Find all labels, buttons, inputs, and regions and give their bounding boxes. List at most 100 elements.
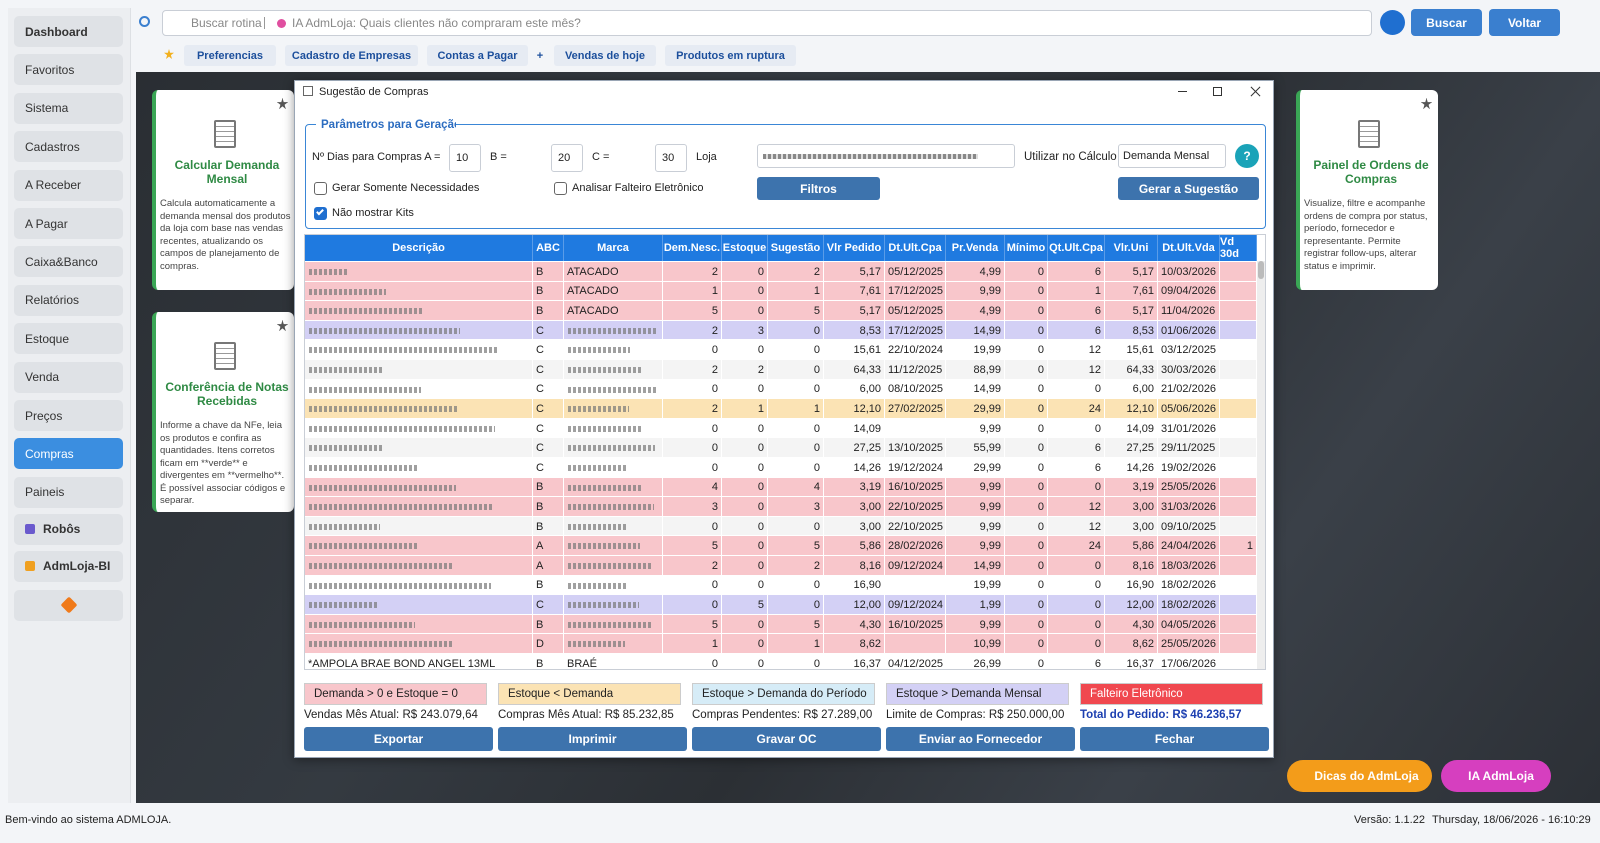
- days-input[interactable]: 20: [551, 144, 583, 172]
- redacted-text: [568, 445, 655, 452]
- sidebar-item[interactable]: A Pagar: [14, 208, 123, 239]
- column-header[interactable]: Qt.Ult.Cpa: [1048, 235, 1105, 261]
- sidebar-item[interactable]: Compras: [14, 438, 123, 470]
- days-input[interactable]: 10: [449, 144, 481, 172]
- action-button[interactable]: Gravar OC: [692, 727, 881, 751]
- sidebar-item[interactable]: [14, 590, 123, 621]
- checkbox[interactable]: [314, 207, 327, 220]
- sidebar-item[interactable]: Caixa&Banco: [14, 246, 123, 278]
- search-box[interactable]: Buscar rotina IA AdmLoja: Quais clientes …: [162, 10, 1372, 36]
- favorite-tab[interactable]: Cadastro de Empresas: [285, 45, 418, 66]
- table-cell: 1: [1220, 536, 1257, 556]
- sidebar-item[interactable]: Relatórios: [14, 284, 123, 316]
- dialog-title: Sugestão de Compras: [319, 85, 429, 98]
- table-cell: 5: [768, 301, 824, 321]
- table-cell: 0: [663, 654, 722, 669]
- group-title: Parâmetros para Geração: [316, 117, 456, 133]
- table-cell: 19/12/2024: [885, 458, 946, 478]
- sidebar-item[interactable]: Paineis: [14, 476, 123, 508]
- help-button[interactable]: ?: [1235, 144, 1259, 168]
- generate-button[interactable]: Gerar a Sugestão: [1118, 177, 1259, 200]
- table-cell: 25/05/2026: [1158, 634, 1220, 654]
- sidebar-item[interactable]: A Receber: [14, 169, 123, 201]
- minimize-button[interactable]: [1176, 81, 1190, 102]
- tips-button[interactable]: Dicas do AdmLoja: [1287, 760, 1432, 792]
- sidebar-item[interactable]: Venda: [14, 361, 123, 393]
- card-text: Informe a chave da NFe, leia os produtos…: [160, 420, 286, 506]
- table-cell: [564, 556, 663, 576]
- sidebar-item[interactable]: Estoque: [14, 323, 123, 355]
- action-button[interactable]: Imprimir: [498, 727, 687, 751]
- checkbox[interactable]: [554, 182, 567, 195]
- action-button[interactable]: Enviar ao Fornecedor: [886, 727, 1075, 751]
- table-cell: [1220, 497, 1257, 517]
- sidebar-item[interactable]: Favoritos: [14, 54, 123, 86]
- table-cell: 0: [663, 438, 722, 458]
- favorite-tab[interactable]: Contas a Pagar: [427, 45, 528, 66]
- table-cell: [1220, 595, 1257, 615]
- table-cell: 2: [768, 262, 824, 282]
- table-cell: 0: [722, 497, 768, 517]
- favorite-tab[interactable]: +: [536, 49, 544, 62]
- table-row: [305, 301, 1256, 321]
- maximize-button[interactable]: [1213, 87, 1222, 96]
- table-cell: 15,61: [1105, 340, 1158, 360]
- search-button[interactable]: Buscar: [1411, 9, 1482, 36]
- column-header[interactable]: Descrição: [305, 235, 533, 261]
- checkbox[interactable]: [314, 182, 327, 195]
- favorite-tab[interactable]: Produtos em ruptura: [665, 45, 796, 66]
- sidebar-item[interactable]: Robôs: [14, 513, 123, 545]
- redacted-text: [309, 523, 380, 530]
- table-cell: 0: [1005, 458, 1048, 478]
- ai-button[interactable]: IA AdmLoja: [1441, 760, 1551, 792]
- shortcut-card[interactable]: Conferência de Notas Recebidas Informe a …: [152, 312, 294, 512]
- table-cell: 10/03/2026: [1158, 262, 1220, 282]
- table-cell: 0: [1048, 575, 1105, 596]
- column-header[interactable]: Vlr Pedido: [824, 235, 885, 261]
- ai-placeholder: IA AdmLoja: Quais clientes não compraram…: [292, 16, 581, 30]
- table-cell: 1: [768, 399, 824, 419]
- sidebar-item[interactable]: Cadastros: [14, 131, 123, 163]
- action-button[interactable]: Fechar: [1080, 727, 1269, 751]
- table-cell: 2: [722, 360, 768, 380]
- favorite-tab[interactable]: Vendas de hoje: [554, 45, 656, 66]
- column-header[interactable]: Dt.Ult.Cpa: [885, 235, 946, 261]
- sidebar-item[interactable]: Preços: [14, 400, 123, 431]
- column-header[interactable]: Dem.Nesc.: [663, 235, 722, 261]
- close-button[interactable]: [1249, 85, 1263, 99]
- column-header[interactable]: Vd 30d: [1220, 235, 1257, 261]
- back-button[interactable]: Voltar: [1489, 9, 1560, 36]
- column-header[interactable]: Mínimo: [1005, 235, 1048, 261]
- sidebar-item[interactable]: AdmLoja-BI: [14, 550, 123, 582]
- item-icon: [25, 523, 35, 534]
- days-input[interactable]: 30: [655, 144, 687, 172]
- table-cell: 6: [1048, 458, 1105, 478]
- column-header[interactable]: ABC: [533, 235, 564, 261]
- column-header[interactable]: Dt.Ult.Vda: [1158, 235, 1220, 261]
- sidebar-item[interactable]: Sistema: [14, 92, 123, 124]
- table-cell: ATACADO: [564, 301, 663, 321]
- column-header[interactable]: Vlr.Uni: [1105, 235, 1158, 261]
- table-cell: BRAÉ: [564, 654, 663, 669]
- redacted-text: [568, 641, 625, 648]
- shortcut-card[interactable]: Painel de Ordens de Compras Visualize, fi…: [1296, 90, 1438, 290]
- voice-button[interactable]: [1380, 10, 1405, 35]
- favorite-tab[interactable]: Preferencias: [184, 45, 276, 66]
- label: B =: [490, 151, 507, 163]
- calc-select[interactable]: Demanda Mensal: [1118, 144, 1226, 168]
- filter-button[interactable]: Filtros: [757, 177, 880, 200]
- sidebar-item[interactable]: Dashboard: [14, 16, 123, 47]
- column-header[interactable]: Estoque: [722, 235, 768, 261]
- store-select[interactable]: [757, 144, 1015, 168]
- column-header[interactable]: Pr.Venda: [946, 235, 1005, 261]
- redacted-text: [309, 484, 456, 491]
- card-icon: [1358, 120, 1380, 148]
- action-button[interactable]: Exportar: [304, 727, 493, 751]
- scroll-thumb: [1258, 261, 1264, 279]
- column-header[interactable]: Sugestão: [768, 235, 824, 261]
- table-cell: 9,99: [946, 418, 1005, 439]
- table-cell: 04/12/2025: [885, 654, 946, 669]
- shortcut-card[interactable]: Calcular Demanda Mensal Calcula automatic…: [152, 90, 294, 290]
- column-header[interactable]: Marca: [564, 235, 663, 261]
